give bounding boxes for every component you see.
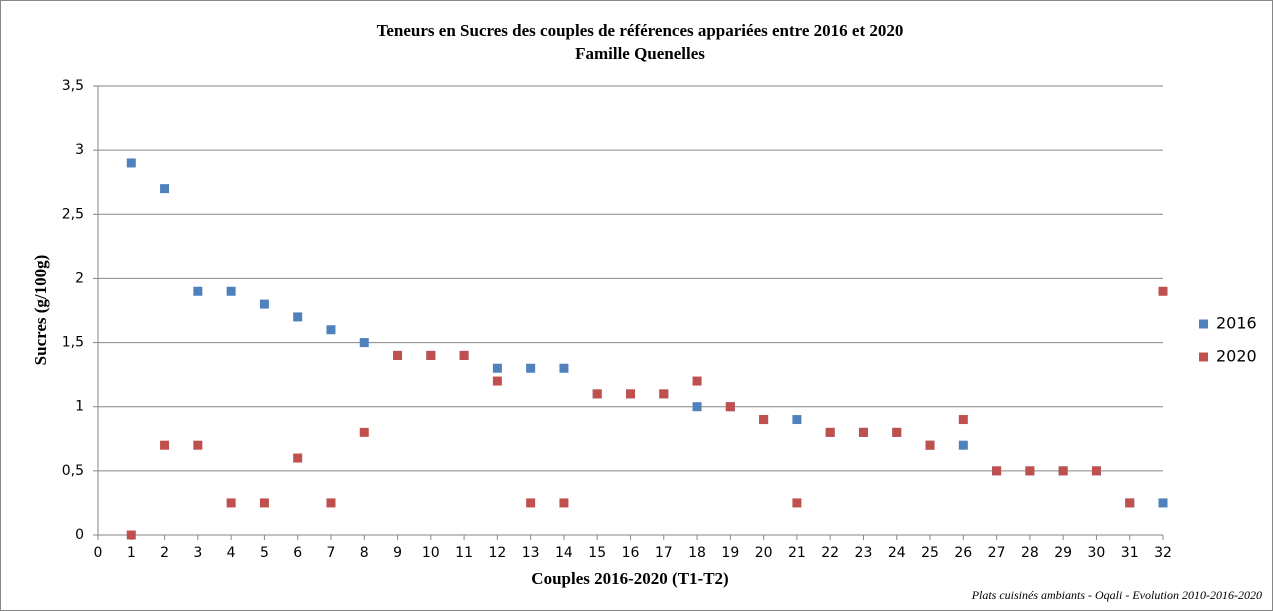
y-tick-label: 3,5 — [62, 78, 84, 94]
x-tick-label: 1 — [127, 545, 136, 561]
x-tick-label: 23 — [855, 545, 873, 561]
marker — [226, 286, 236, 296]
marker — [326, 325, 336, 335]
x-tick-label: 4 — [227, 545, 236, 561]
x-tick-label: 31 — [1121, 545, 1139, 561]
marker — [559, 363, 569, 373]
x-tick-label: 11 — [455, 545, 473, 561]
marker — [259, 498, 269, 508]
x-tick-label: 25 — [921, 545, 939, 561]
source-note: Plats cuisinés ambiants - Oqali - Evolut… — [971, 588, 1262, 602]
marker — [825, 427, 835, 437]
marker — [126, 158, 136, 168]
x-tick-label: 10 — [422, 545, 440, 561]
marker — [792, 498, 802, 508]
marker — [892, 427, 902, 437]
x-tick-label: 17 — [655, 545, 673, 561]
y-tick-label: 1,5 — [62, 335, 84, 351]
marker — [492, 376, 502, 386]
marker — [126, 530, 136, 540]
x-tick-label: 24 — [888, 545, 906, 561]
marker — [759, 415, 769, 425]
x-tick-label: 6 — [293, 545, 302, 561]
x-tick-label: 28 — [1021, 545, 1039, 561]
marker — [659, 389, 669, 399]
marker — [1025, 466, 1035, 476]
x-tick-label: 32 — [1154, 545, 1172, 561]
legend-swatch — [1199, 352, 1208, 362]
marker — [626, 389, 635, 399]
marker — [359, 338, 369, 348]
marker — [492, 363, 502, 373]
legend-swatch — [1199, 319, 1208, 329]
x-tick-label: 12 — [488, 545, 506, 561]
x-tick-label: 21 — [788, 545, 806, 561]
x-tick-label: 16 — [622, 545, 640, 561]
chart-title: Teneurs en Sucres des couples de référen… — [377, 21, 904, 40]
x-tick-label: 2 — [160, 545, 169, 561]
x-tick-label: 14 — [555, 545, 573, 561]
x-tick-label: 8 — [360, 545, 369, 561]
marker — [160, 184, 170, 194]
marker — [1125, 498, 1135, 508]
marker — [592, 389, 602, 399]
marker — [459, 350, 469, 360]
y-tick-label: 3 — [75, 142, 84, 158]
marker — [1058, 466, 1068, 476]
x-tick-label: 29 — [1054, 545, 1072, 561]
marker — [526, 363, 536, 373]
y-tick-label: 2,5 — [62, 206, 84, 222]
y-tick-label: 1 — [75, 399, 84, 415]
x-tick-label: 15 — [588, 545, 606, 561]
marker — [1158, 286, 1168, 296]
marker — [925, 440, 935, 450]
marker — [226, 498, 236, 508]
marker — [359, 427, 369, 437]
x-tick-label: 22 — [821, 545, 839, 561]
marker — [725, 402, 735, 412]
y-tick-label: 0 — [75, 527, 84, 543]
x-tick-label: 13 — [522, 545, 540, 561]
marker — [393, 350, 403, 360]
marker — [958, 440, 968, 450]
marker — [692, 402, 702, 412]
x-tick-label: 19 — [721, 545, 739, 561]
marker — [1158, 498, 1168, 508]
x-tick-label: 18 — [688, 545, 706, 561]
x-tick-label: 26 — [954, 545, 972, 561]
y-axis-label: Sucres (g/100g) — [31, 255, 50, 366]
x-tick-label: 30 — [1088, 545, 1106, 561]
legend-label: 2020 — [1216, 347, 1257, 366]
marker — [1091, 466, 1101, 476]
y-tick-label: 2 — [75, 270, 84, 286]
x-tick-label: 7 — [327, 545, 336, 561]
marker — [326, 498, 336, 508]
x-tick-label: 27 — [988, 545, 1006, 561]
x-tick-label: 3 — [193, 545, 202, 561]
x-tick-label: 0 — [94, 545, 103, 561]
x-axis-label: Couples 2016-2020 (T1-T2) — [531, 569, 728, 588]
x-tick-label: 9 — [393, 545, 402, 561]
marker — [293, 453, 303, 463]
marker — [293, 312, 303, 322]
chart-subtitle: Famille Quenelles — [575, 44, 705, 63]
legend-label: 2016 — [1216, 314, 1257, 333]
marker — [692, 376, 702, 386]
marker — [193, 440, 203, 450]
marker — [526, 498, 536, 508]
marker — [958, 415, 968, 425]
marker — [792, 415, 802, 425]
marker — [426, 350, 436, 360]
y-tick-label: 0,5 — [62, 463, 84, 479]
marker — [559, 498, 569, 508]
x-tick-label: 5 — [260, 545, 269, 561]
marker — [858, 427, 868, 437]
marker — [259, 299, 269, 309]
x-tick-label: 20 — [755, 545, 773, 561]
marker — [160, 440, 170, 450]
marker — [193, 286, 203, 296]
marker — [992, 466, 1002, 476]
